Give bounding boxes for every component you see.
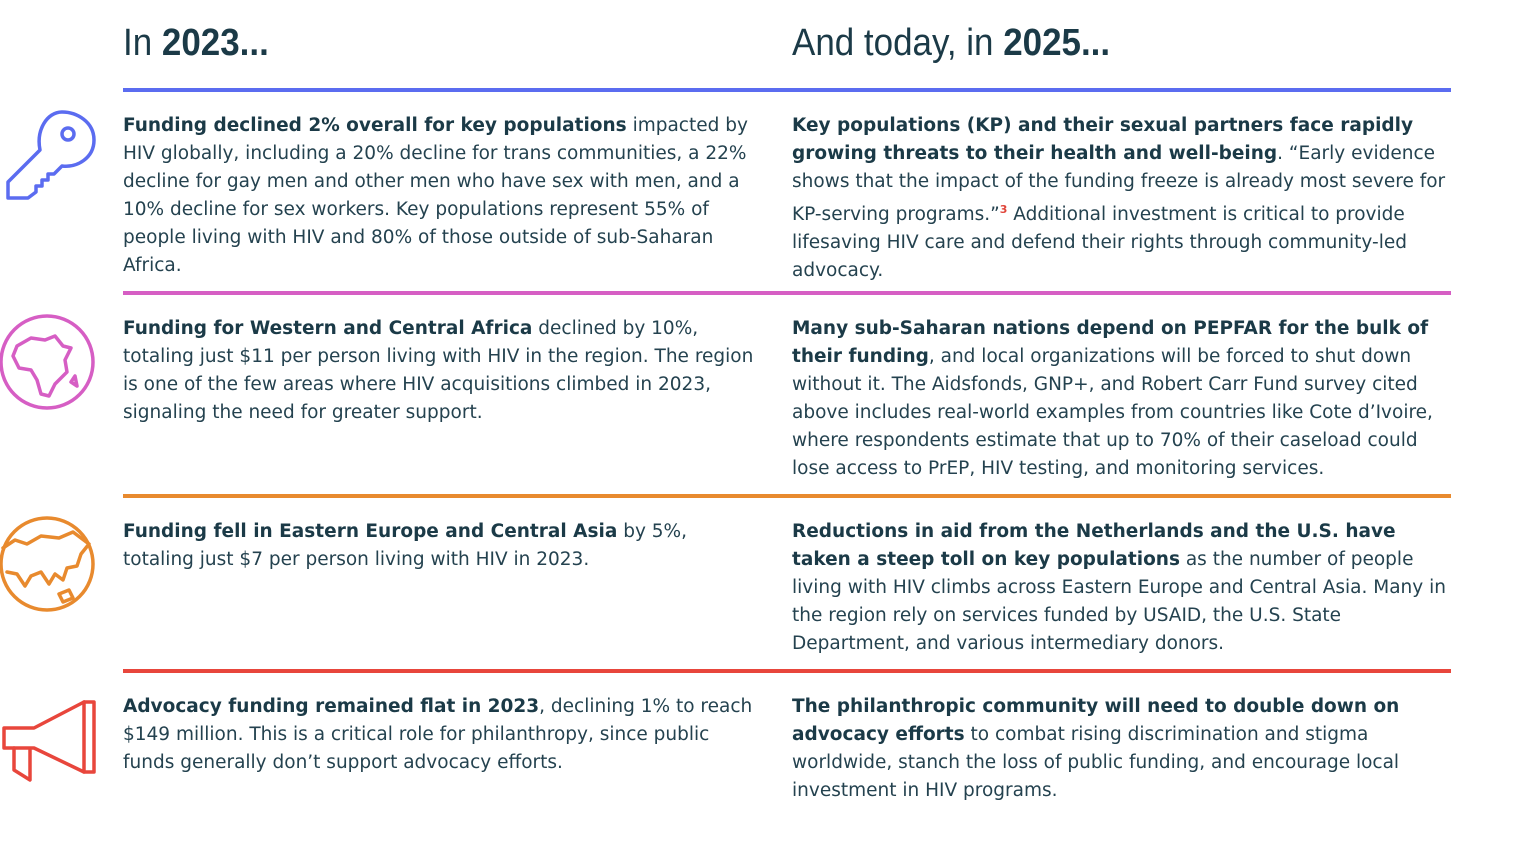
row3-2023-text: Funding fell in Eastern Europe and Centr… [123,521,688,570]
row-divider-red [123,669,1451,673]
row1-2025-text: Key populations (KP) and their sexual pa… [792,115,1446,282]
row-divider-orange [123,494,1451,498]
row4-2025-text: The philanthropic community will need to… [792,696,1400,801]
row4-2023-text: Advocacy funding remained flat in 2023, … [123,696,753,773]
heading-year: 2023... [161,22,269,64]
footnote-marker: 3 [999,203,1008,216]
row3-2025-text: Reductions in aid from the Netherlands a… [792,521,1446,654]
megaphone-icon [0,692,100,792]
heading-2023: In 2023... [123,22,269,65]
heading-prefix: In [123,22,162,64]
row2-2025-text: Many sub-Saharan nations depend on PEPFA… [792,318,1433,479]
row-divider-pink [123,291,1451,295]
row2-2023-text: Funding for Western and Central Africa d… [123,318,754,423]
africa-globe-icon [0,312,97,412]
heading-prefix: And today, in [792,22,1004,64]
row-divider-blue [123,88,1451,92]
heading-year: 2025... [1003,22,1111,64]
row1-2023-text: Funding declined 2% overall for key popu… [123,115,748,276]
eurasia-globe-icon [0,514,97,614]
key-icon [2,108,102,208]
heading-2025: And today, in 2025... [792,22,1110,65]
